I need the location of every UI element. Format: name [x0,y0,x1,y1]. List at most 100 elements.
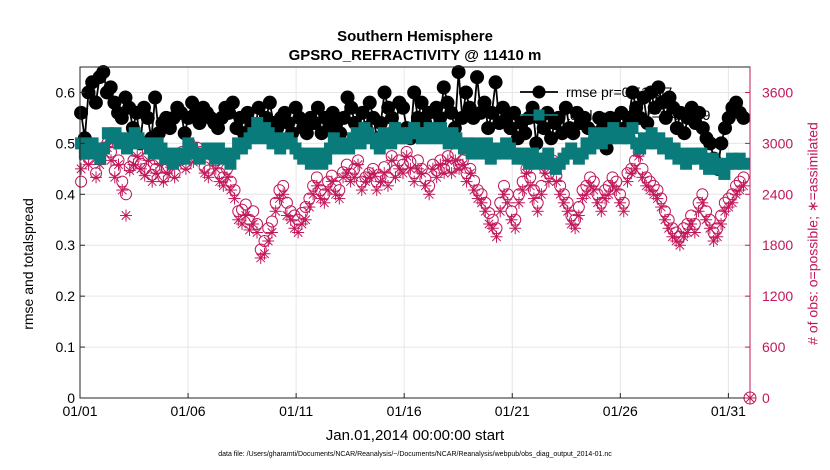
assimilated-point [715,218,728,231]
y-right-tick-label: 2400 [762,186,793,202]
assimilated-point [486,222,499,235]
y-left-tick-label: 0.5 [56,135,76,151]
totalspread-point [718,167,731,180]
assimilated-point [239,209,252,222]
assimilated-point [168,171,181,184]
assimilated-point [149,167,162,180]
assimilated-point [587,184,600,197]
totalspread-point [695,147,708,160]
assimilated-point [131,150,144,163]
assimilated-point [479,205,492,218]
assimilated-point [389,171,402,184]
rmse-point [262,95,277,110]
assimilated-point [651,192,664,205]
assimilated-point [247,218,260,231]
assimilated-point [90,171,103,184]
assimilated-point [456,158,469,171]
assimilated-point [228,192,241,205]
rmse-point [658,110,673,125]
assimilated-point [662,222,675,235]
assimilated-point [236,218,249,231]
rmse-point [566,126,581,141]
assimilated-point [322,184,335,197]
totalspread-point [86,137,99,150]
assimilated-point [516,184,529,197]
assimilated-point [569,222,582,235]
assimilated-point [277,188,290,201]
rmse-point [458,85,473,100]
possible-point [262,222,275,235]
assimilated-point [426,162,439,175]
totalspread-point [373,142,386,155]
assimilated-point [138,169,151,182]
assimilated-point [557,196,570,209]
assimilated-point [108,171,121,184]
rmse-point [225,95,240,110]
rmse-point [736,110,751,125]
assimilated-point [561,205,574,218]
assimilated-point [355,184,368,197]
totalspread-point [343,142,356,155]
series-layer [74,65,757,405]
assimilated-point [202,171,215,184]
assimilated-point [509,222,522,235]
assimilated-point [572,209,585,222]
rmse-point [114,110,129,125]
assimilated-point [628,162,641,175]
data-file-footnote: data file: /Users/gharamti/Documents/NCA… [218,451,612,458]
x-tick-label: 01/01 [62,403,97,419]
assimilated-point [116,184,129,197]
totalspread-point [94,152,107,165]
assimilated-point [258,247,271,260]
assimilated-point [307,188,320,201]
assimilated-point [685,218,698,231]
x-tick-label: 01/11 [279,403,313,419]
y-left-tick-label: 0.2 [56,288,76,304]
y-right-tick-label: 3600 [762,84,793,100]
assimilated-point [82,158,95,171]
assimilated-point [265,226,278,239]
assimilated-point [703,222,716,235]
possible-point [119,188,132,201]
assimilated-point [535,188,548,201]
assimilated-point [396,167,409,180]
rmse-point [470,70,485,85]
assimilated-point [325,175,338,188]
assimilated-point [217,179,230,192]
assimilated-point [614,196,627,209]
rmse-point [396,100,411,115]
rmse-point [414,95,429,110]
assimilated-point [284,213,297,226]
assimilated-point [224,184,237,197]
assimilated-point [468,184,481,197]
assimilated-point [134,162,147,175]
assimilated-point [262,234,275,247]
rmse-point [299,126,314,141]
totalspread-point [98,142,111,155]
legend-label-rmse: rmse pr=0.51997 [566,84,672,100]
rmse-point [488,75,503,90]
totalspread-point [737,157,750,170]
assimilated-point [119,209,132,222]
rmse-point [74,105,89,120]
assimilated-point [408,175,421,188]
assimilated-point [310,179,323,192]
rmse-point [507,105,522,120]
assimilated-point [250,226,263,239]
assimilated-point [580,188,593,201]
totalspread-point [354,137,367,150]
assimilated-point [367,167,380,180]
rmse-point [692,105,707,120]
y-right-tick-label: 1800 [762,237,793,253]
y-right-tick-label: 600 [762,339,786,355]
rmse-point [310,100,325,115]
y-left-tick-label: 0 [67,390,75,406]
assimilated-point [512,196,525,209]
chart-subtitle: GPSRO_REFRACTIVITY @ 11410 m [288,47,542,64]
assimilated-point [340,167,353,180]
assimilated-point [378,167,391,180]
assimilated-point [497,188,510,201]
assimilated-point [595,205,608,218]
assimilated-point [419,179,432,192]
assimilated-point [430,171,443,184]
